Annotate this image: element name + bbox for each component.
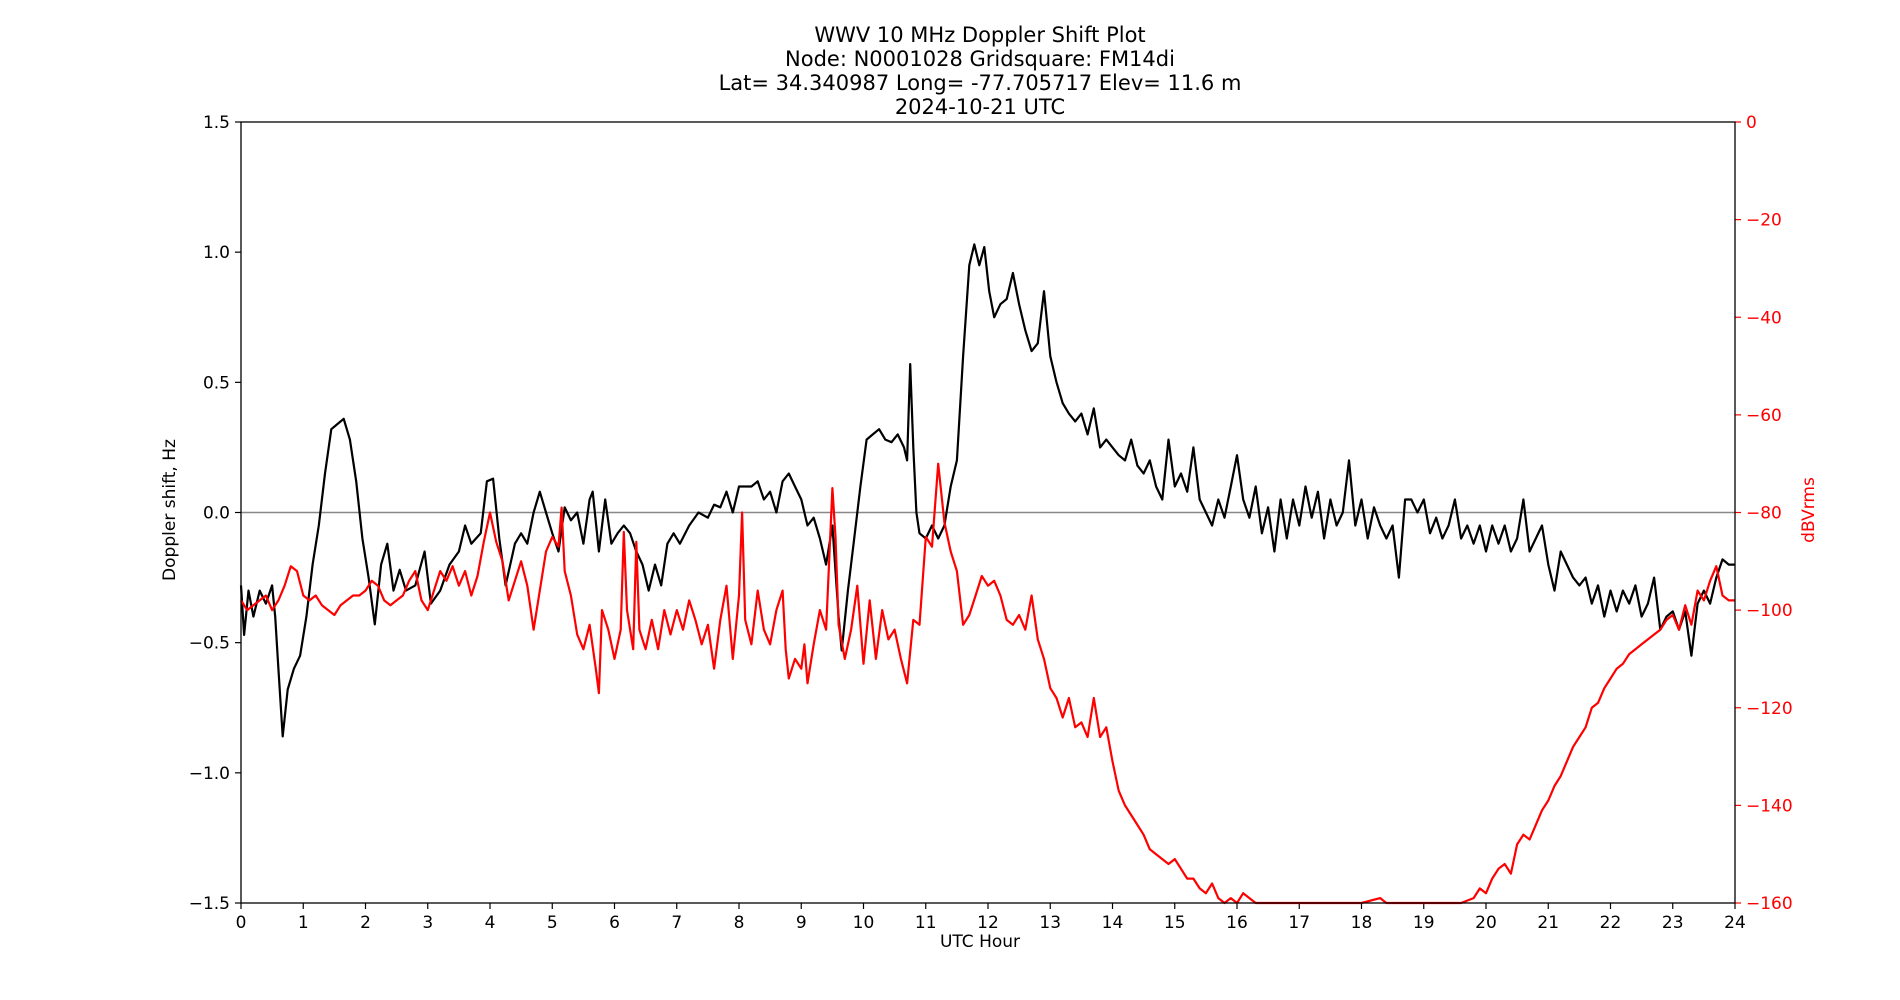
doppler-shift-series-line: [239, 243, 1735, 738]
x-tick-label: 19: [1413, 913, 1435, 933]
x-axis-ticks: 0 1 2 3 4 5 6 7 8 9 10 11 12 13 14 15 16 17 18 19 20 21 22 23 24: [236, 903, 1746, 933]
left-y-tick-label: 0.0: [203, 504, 230, 524]
left-y-tick-label: 1.0: [203, 243, 230, 263]
left-y-axis-ticks: 1.5 1.0 0.5 0.0 −0.5 −1.0 −1.5: [189, 113, 241, 914]
x-tick-label: 7: [671, 913, 682, 933]
right-y-tick-label: −80: [1746, 504, 1782, 524]
x-tick-label: 15: [1164, 913, 1186, 933]
right-y-tick-label: −60: [1746, 406, 1782, 426]
x-tick-label: 13: [1039, 913, 1061, 933]
left-y-tick-label: 1.5: [203, 113, 230, 133]
x-tick-label: 8: [734, 913, 745, 933]
x-tick-label: 20: [1475, 913, 1497, 933]
chart-title: WWV 10 MHz Doppler Shift Plot Node: N000…: [719, 23, 1242, 119]
signal-level-series-line: [240, 462, 1735, 905]
right-y-axis-label: dBVrms: [1799, 477, 1819, 543]
x-tick-label: 0: [236, 913, 247, 933]
left-y-tick-label: −1.5: [189, 894, 230, 914]
x-tick-label: 23: [1662, 913, 1684, 933]
x-axis-label: UTC Hour: [940, 932, 1020, 952]
right-y-axis-ticks: 0 −20 −40 −60 −80 −100 −120 −140 −160: [1735, 113, 1793, 914]
x-tick-label: 16: [1226, 913, 1248, 933]
x-tick-label: 2: [360, 913, 371, 933]
title-line-4: 2024-10-21 UTC: [895, 95, 1065, 119]
x-tick-label: 22: [1600, 913, 1622, 933]
x-tick-label: 12: [977, 913, 999, 933]
x-tick-label: 4: [485, 913, 496, 933]
x-tick-label: 24: [1724, 913, 1746, 933]
x-tick-label: 9: [796, 913, 807, 933]
x-tick-label: 5: [547, 913, 558, 933]
right-y-tick-label: −20: [1746, 211, 1782, 231]
series-group: [239, 243, 1735, 905]
right-y-tick-label: −140: [1746, 796, 1793, 816]
left-y-axis-label: Doppler shift, Hz: [160, 439, 180, 581]
right-y-tick-label: −120: [1746, 699, 1793, 719]
title-line-1: WWV 10 MHz Doppler Shift Plot: [814, 23, 1145, 47]
x-tick-label: 11: [915, 913, 937, 933]
right-y-tick-label: −40: [1746, 308, 1782, 328]
left-y-tick-label: −0.5: [189, 634, 230, 654]
title-line-3: Lat= 34.340987 Long= -77.705717 Elev= 11…: [719, 71, 1242, 95]
plot-frame: [240, 121, 1736, 904]
x-tick-label: 1: [298, 913, 309, 933]
x-tick-label: 10: [853, 913, 875, 933]
x-tick-label: 17: [1288, 913, 1310, 933]
left-y-tick-label: −1.0: [189, 764, 230, 784]
x-tick-label: 21: [1537, 913, 1559, 933]
right-y-tick-label: 0: [1746, 113, 1757, 133]
x-tick-label: 18: [1351, 913, 1373, 933]
title-line-2: Node: N0001028 Gridsquare: FM14di: [785, 47, 1175, 71]
x-tick-label: 3: [422, 913, 433, 933]
x-tick-label: 6: [609, 913, 620, 933]
right-y-tick-label: −160: [1746, 894, 1793, 914]
x-tick-label: 14: [1102, 913, 1124, 933]
right-y-tick-label: −100: [1746, 601, 1793, 621]
left-y-tick-label: 0.5: [203, 373, 230, 393]
